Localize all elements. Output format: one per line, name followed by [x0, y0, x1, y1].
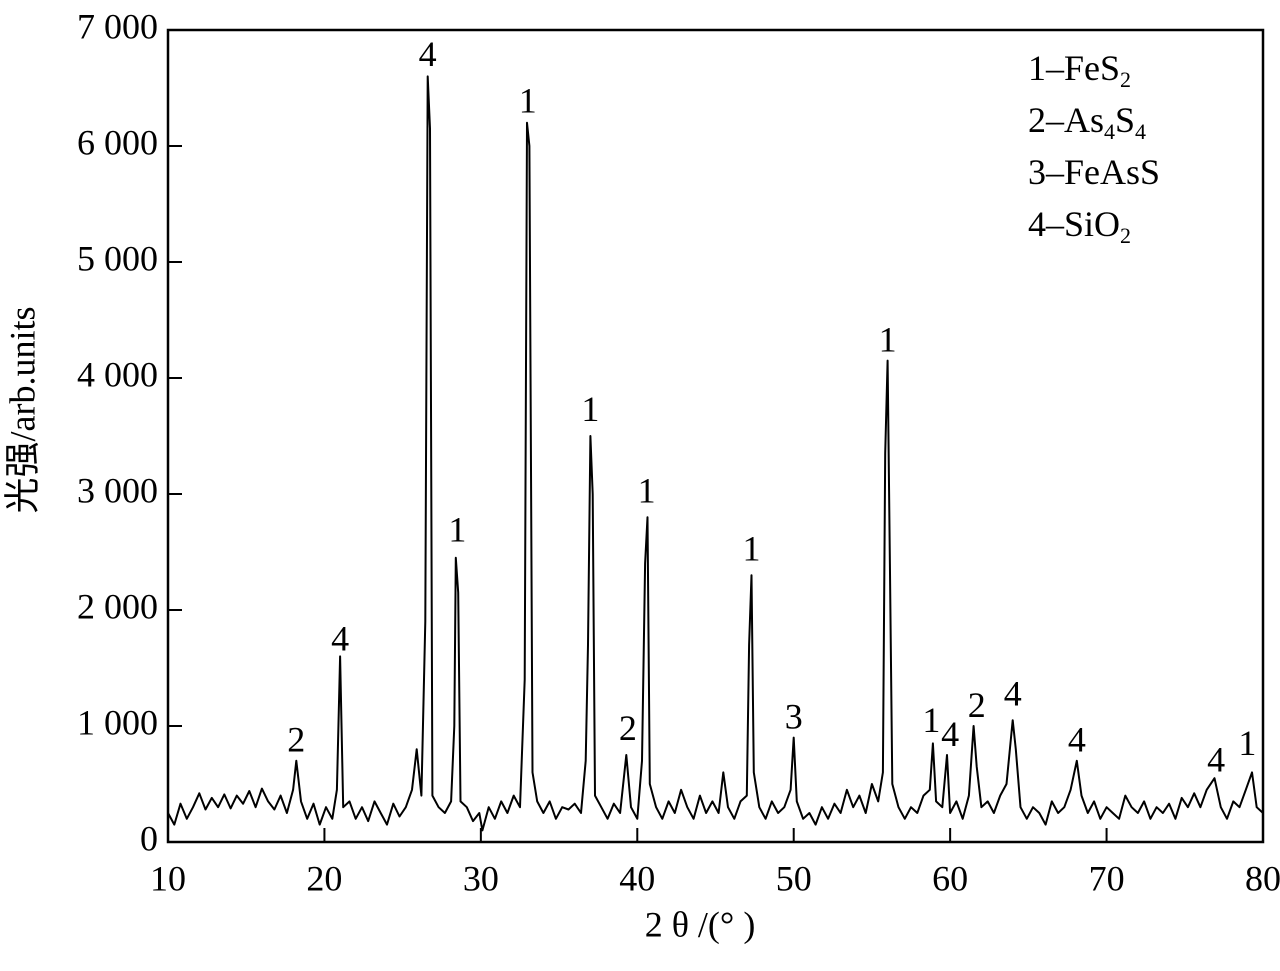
peak-label: 2 [287, 720, 305, 760]
peak-label: 1 [879, 319, 897, 359]
peak-label: 2 [968, 685, 986, 725]
x-tick-label: 10 [150, 858, 186, 898]
x-tick-label: 30 [463, 858, 499, 898]
peak-label: 4 [1207, 739, 1225, 779]
legend-text: 2 [1120, 223, 1131, 248]
plot-frame [166, 28, 1265, 844]
peak-label: 1 [742, 528, 760, 568]
legend-text: 2–As [1028, 100, 1104, 140]
y-tick-label: 3 000 [77, 470, 158, 510]
peak-label: 4 [331, 619, 349, 659]
y-tick-label: 4 000 [77, 354, 158, 394]
legend-text: 4 [1104, 119, 1115, 144]
peak-label: 4 [941, 714, 959, 754]
peak-label: 2 [619, 708, 637, 748]
peak-label: 1 [581, 389, 599, 429]
legend-text: 3–FeAsS [1028, 152, 1160, 192]
peak-label: 4 [1004, 673, 1022, 713]
legend-entry: 1–FeS2 [1028, 48, 1131, 92]
x-tick-label: 80 [1245, 858, 1280, 898]
y-tick-label: 5 000 [77, 238, 158, 278]
legend-text: 2 [1120, 67, 1131, 92]
y-tick-label: 0 [140, 818, 158, 858]
xrd-line [167, 75, 1264, 832]
x-axis-label: 2 θ /(° ) [645, 904, 756, 944]
legend-entry: 3–FeAsS [1028, 152, 1160, 192]
peak-label: 1 [1238, 723, 1256, 763]
legend-text: 4 [1135, 119, 1146, 144]
x-tick-label: 40 [619, 858, 655, 898]
peak-label: 1 [519, 81, 537, 121]
peak-label: 1 [638, 470, 656, 510]
legend-entry: 2–As4S4 [1028, 100, 1146, 144]
peak-label: 4 [419, 34, 437, 74]
legend-text: S [1115, 100, 1135, 140]
x-tick-label: 60 [932, 858, 968, 898]
legend-entry: 4–SiO2 [1028, 204, 1131, 248]
peak-label: 1 [922, 700, 940, 740]
peak-label: 1 [448, 510, 466, 550]
x-tick-label: 70 [1089, 858, 1125, 898]
legend-text: 1–FeS [1028, 48, 1120, 88]
peak-label: 4 [1068, 720, 1086, 760]
x-tick-label: 20 [306, 858, 342, 898]
y-tick-label: 1 000 [77, 702, 158, 742]
x-tick-label: 50 [776, 858, 812, 898]
y-tick-label: 7 000 [77, 6, 158, 46]
legend-text: 4–SiO [1028, 204, 1120, 244]
y-tick-label: 2 000 [77, 586, 158, 626]
y-axis-label: 光强/arb.units [2, 307, 42, 514]
peak-label: 3 [785, 696, 803, 736]
y-tick-label: 6 000 [77, 122, 158, 162]
